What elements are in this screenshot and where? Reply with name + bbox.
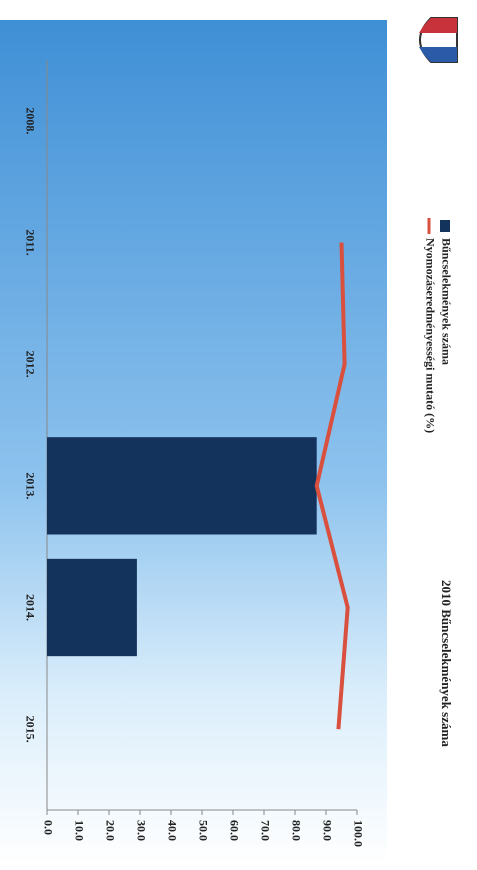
bar bbox=[46, 437, 317, 535]
y-tick-label: 70.0 bbox=[258, 820, 272, 841]
x-tick-label: 2012. bbox=[23, 351, 37, 378]
x-tick-label: 2013. bbox=[23, 472, 37, 499]
y-tick-label: 100.0 bbox=[351, 820, 365, 847]
logo bbox=[419, 17, 458, 63]
bar bbox=[46, 558, 137, 657]
y-tick-label: 30.0 bbox=[134, 820, 148, 841]
y-tick-label: 50.0 bbox=[196, 820, 210, 841]
y-tick-label: 0.0 bbox=[41, 820, 55, 835]
x-tick-label: 2015. bbox=[23, 716, 37, 743]
chart-title: 2010 Bűncselekmények száma bbox=[439, 580, 454, 747]
legend-label: Bűncselekmények száma bbox=[439, 238, 453, 365]
x-tick-label: 2014. bbox=[23, 594, 37, 621]
y-tick-label: 20.0 bbox=[103, 820, 117, 841]
x-tick-label: 2011. bbox=[23, 229, 37, 255]
line bbox=[314, 242, 350, 730]
legend-swatch bbox=[440, 220, 450, 232]
legend: Bűncselekmények számaNyomozáseredményess… bbox=[423, 218, 453, 433]
y-tick-label: 10.0 bbox=[72, 820, 86, 841]
legend-label: Nyomozáseredményességi mutató (%) bbox=[423, 238, 437, 433]
x-tick-label: 2008. bbox=[23, 107, 37, 134]
y-tick-label: 60.0 bbox=[227, 820, 241, 841]
y-tick-label: 80.0 bbox=[289, 820, 303, 841]
y-tick-label: 90.0 bbox=[320, 820, 334, 841]
y-tick-label: 40.0 bbox=[165, 820, 179, 841]
